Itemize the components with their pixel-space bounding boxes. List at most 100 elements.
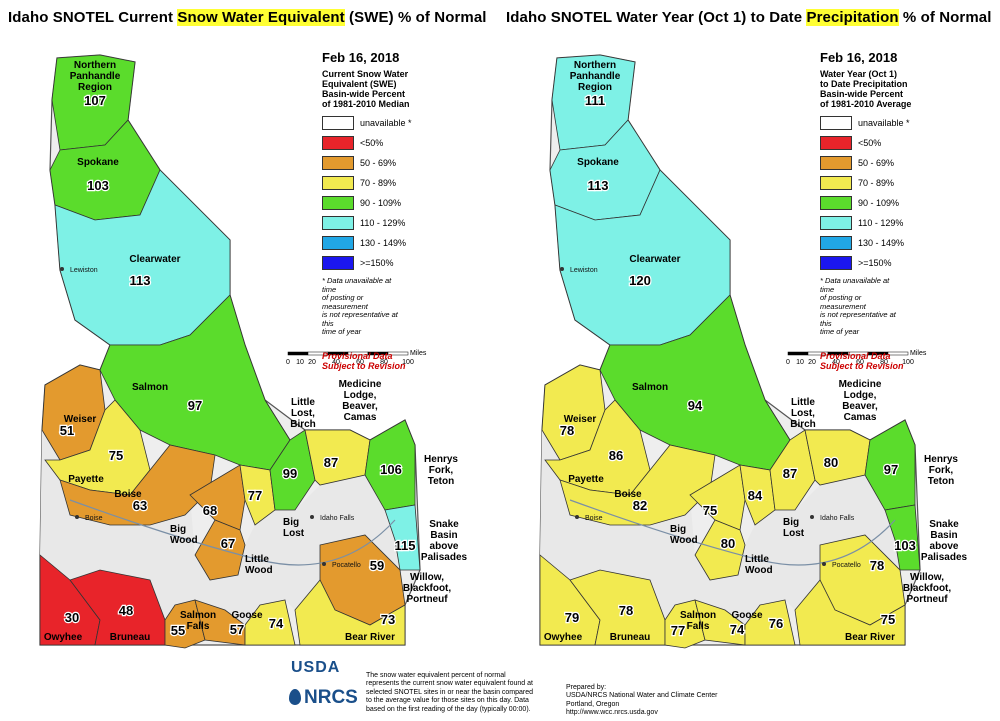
snake-river [69, 499, 396, 566]
legend-item: <50% [322, 133, 412, 153]
footer-explanation: The snow water equivalent percent of nor… [366, 672, 534, 713]
scale-unit: Miles [410, 350, 427, 357]
scale-tick: 0 [786, 359, 790, 366]
basin-name: Medicine Lodge, Beaver, Camas [839, 379, 882, 423]
basin-value: 80 [721, 536, 735, 551]
city-marker-icon [310, 515, 314, 519]
basin-name: Clearwater [129, 254, 180, 265]
basin-value: 82 [633, 498, 647, 513]
basin-name: Northern Panhandle Region [570, 60, 621, 93]
basin-name: Snake Basin above Palisades [421, 519, 468, 563]
unavailable-area [540, 430, 900, 625]
basin-value: 78 [870, 558, 884, 573]
basin-name: Spokane [77, 157, 119, 168]
basin-value: 75 [703, 503, 717, 518]
legend-label: <50% [858, 138, 882, 148]
scale-tick: 40 [332, 359, 340, 366]
basin-name: Salmon Falls [680, 610, 716, 632]
legend-swatch [820, 216, 852, 230]
basin-name: Spokane [577, 157, 619, 168]
basin-big-lost [239, 464, 276, 526]
basin-value: 84 [748, 488, 763, 503]
basin-value: 113 [130, 273, 151, 288]
basin-name: Medicine Lodge, Beaver, Camas [339, 379, 382, 423]
legend-date: Feb 16, 2018 [322, 50, 400, 65]
legend-description: Water Year (Oct 1) to Date Precipitation B… [820, 69, 912, 109]
legend-label: 50 - 69% [360, 158, 397, 168]
legend-label: 130 - 149% [360, 238, 407, 248]
legend-label: unavailable * [858, 118, 910, 128]
scale-bar: 0 10 20 40 60 80 100 Miles [786, 350, 927, 366]
basin-name: Bruneau [110, 632, 151, 643]
basin-name: Salmon Falls [180, 610, 216, 632]
legend-label: 130 - 149% [858, 238, 905, 248]
legend-item: 70 - 89% [322, 173, 412, 193]
legend-swatch [322, 116, 354, 130]
basin-value: 99 [283, 466, 297, 481]
legend-note: * Data unavailable at time of posting or … [322, 276, 398, 336]
basin-value: 113 [588, 178, 609, 193]
basin-name: Salmon [132, 382, 168, 393]
basin-value: 120 [629, 273, 651, 288]
legend-label: <50% [360, 138, 384, 148]
basin-name: Bruneau [610, 632, 651, 643]
basin-name: Owyhee [44, 632, 83, 643]
basin-value: 87 [783, 466, 797, 481]
legend-item: 110 - 129% [322, 213, 412, 233]
basin-name: Big Lost [783, 517, 805, 539]
city-label: Pocatello [832, 562, 861, 569]
basin-value: 103 [87, 178, 109, 193]
water-drop-icon [289, 689, 301, 705]
legend-label: 110 - 129% [360, 218, 406, 228]
title-precipitation: Idaho SNOTEL Water Year (Oct 1) to Date … [506, 9, 992, 26]
title-swe: Idaho SNOTEL Current Snow Water Equivale… [8, 9, 487, 26]
basin-little-lost-birch [764, 399, 816, 511]
legend-rows: unavailable * <50% 50 - 69% 70 - 89% 90 - 10… [820, 113, 911, 273]
legend-label: >=150% [858, 258, 892, 268]
basin-value: 74 [269, 616, 284, 631]
scale-tick: 80 [880, 359, 888, 366]
scale-tick: 80 [380, 359, 388, 366]
basin-name: Bear River [345, 632, 395, 643]
legend-swatch [322, 236, 354, 250]
unavailable-area [40, 430, 400, 625]
legend-label: unavailable * [360, 118, 412, 128]
usda-logo: USDA [291, 659, 341, 676]
basin-value: 57 [230, 622, 244, 637]
city-marker-icon [822, 562, 826, 566]
basin-name: Little Lost, Birch [790, 397, 816, 430]
basin-name: Weiser [564, 414, 597, 425]
basin-name: Big Wood [170, 524, 198, 546]
basin-raft [244, 599, 296, 646]
legend-item: 130 - 149% [820, 233, 911, 253]
city-marker-icon [575, 515, 579, 519]
legend-item: 50 - 69% [322, 153, 412, 173]
scale-tick: 0 [286, 359, 290, 366]
legend-label: 110 - 129% [858, 218, 904, 228]
city-label: Boise [585, 515, 603, 522]
city-marker-icon [560, 267, 564, 271]
basin-name: Owyhee [544, 632, 583, 643]
legend-label: >=150% [360, 258, 394, 268]
footer-prepared-by: Prepared by: USDA/NRCS National Water and… [566, 684, 718, 717]
basin-value: 74 [730, 622, 745, 637]
basin-goose [694, 599, 746, 646]
basin-name: Little Wood [245, 554, 273, 576]
basin-name: Boise [614, 489, 642, 500]
legend-rows: unavailable * <50% 50 - 69% 70 - 89% 90 - 10… [322, 113, 412, 273]
basin-value: 97 [884, 462, 898, 477]
scale-tick: 10 [296, 359, 304, 366]
legend-swatch [322, 156, 354, 170]
legend-swatch [322, 256, 354, 270]
legend-swatch [322, 196, 354, 210]
basin-name: Little Wood [745, 554, 773, 576]
legend-label: 70 - 89% [858, 178, 895, 188]
nrcs-logo: NRCS [289, 687, 358, 709]
basin-value: 86 [609, 448, 623, 463]
scale-tick: 100 [402, 359, 414, 366]
basin-value: 30 [65, 610, 79, 625]
legend-item: unavailable * [820, 113, 911, 133]
legend-precipitation: Feb 16, 2018 Water Year (Oct 1) to Date P… [820, 51, 912, 371]
basin-value: 68 [203, 503, 217, 518]
